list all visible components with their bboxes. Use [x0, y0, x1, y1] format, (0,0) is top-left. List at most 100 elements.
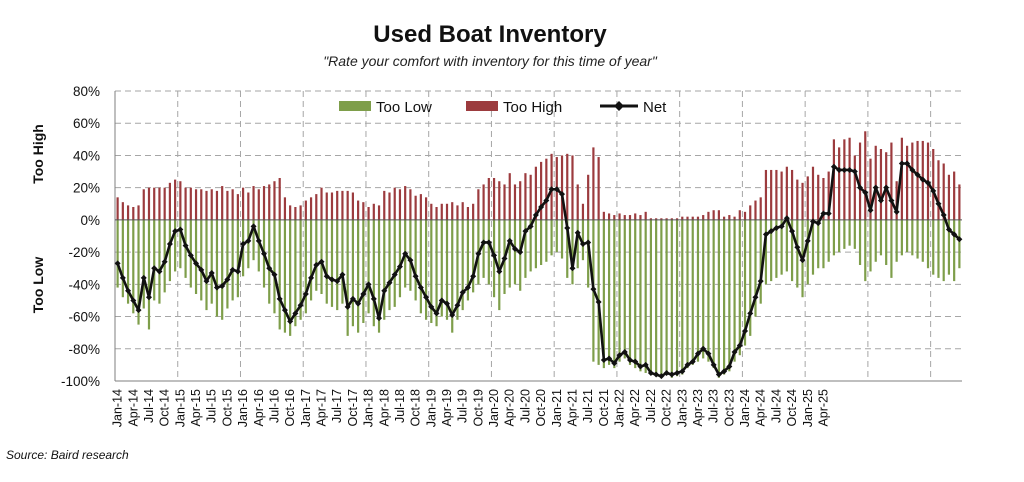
net-point [862, 189, 869, 196]
net-point [710, 361, 717, 368]
net-point [428, 303, 435, 310]
legend-marker-net [614, 101, 624, 111]
net-point [951, 231, 958, 238]
bar-too-low [194, 219, 198, 294]
legend-label-too-high: Too High [503, 99, 562, 116]
net-point [857, 184, 864, 191]
bar-too-low [466, 219, 470, 301]
bar-too-high [513, 184, 517, 220]
bar-too-low [398, 219, 402, 298]
x-tick-label: Jan-21 [550, 389, 564, 427]
bar-too-high [137, 205, 140, 220]
bar-too-high [953, 171, 956, 220]
net-point [883, 184, 890, 191]
bar-too-high [623, 215, 626, 220]
x-tick-label: Apr-14 [126, 389, 140, 427]
bar-too-high [869, 158, 872, 220]
bar-too-high [597, 157, 600, 220]
bar-too-low [806, 219, 809, 285]
y-tick-label: -20% [68, 245, 100, 260]
bar-too-low [832, 219, 836, 256]
bar-too-high [670, 218, 673, 220]
bar-too-high [775, 169, 778, 220]
x-tick-label: Oct-20 [534, 389, 548, 427]
bar-too-low [461, 219, 464, 311]
net-point [125, 287, 132, 294]
net-point [841, 166, 848, 173]
net-point [475, 250, 482, 257]
bar-too-low [142, 219, 145, 309]
bar-too-high [540, 161, 543, 220]
bar-too-low [132, 219, 135, 314]
bar-too-high [712, 210, 715, 220]
bar-too-low [309, 219, 313, 301]
bar-too-low [560, 219, 564, 259]
net-point [438, 297, 445, 304]
net-point [632, 358, 639, 365]
bar-too-low [613, 219, 616, 369]
bar-too-low [696, 219, 700, 362]
bar-too-high [174, 179, 177, 220]
net-point [135, 307, 142, 314]
net-point [224, 276, 231, 283]
bar-too-low [817, 219, 820, 269]
net-point [323, 273, 330, 280]
bar-too-high [121, 202, 124, 220]
bar-too-high [827, 171, 830, 220]
x-tick-label: Jan-25 [801, 389, 815, 427]
net-point [114, 260, 121, 267]
bar-too-high [466, 207, 470, 220]
bar-too-high [445, 203, 449, 220]
net-point [731, 349, 738, 355]
y-tick-label: -60% [68, 310, 100, 325]
net-point [820, 210, 827, 217]
net-point [794, 244, 801, 251]
bar-too-low [519, 219, 522, 291]
bar-too-low [869, 219, 872, 272]
bar-too-low [864, 219, 867, 282]
bar-too-high [262, 186, 266, 220]
bar-too-low [289, 219, 292, 336]
net-point [433, 310, 440, 317]
bar-too-high [911, 142, 914, 220]
bar-too-low [153, 219, 156, 301]
bar-too-high [874, 145, 877, 220]
net-point [778, 223, 785, 230]
bar-too-high [247, 192, 250, 220]
bar-too-low [116, 219, 119, 288]
bar-too-high [377, 205, 381, 220]
bar-too-high [388, 192, 391, 220]
bar-too-high [770, 169, 773, 220]
bar-too-high [492, 178, 496, 220]
bar-too-low [822, 219, 825, 269]
bar-too-low [723, 219, 726, 375]
bar-too-low [838, 219, 841, 253]
net-point [721, 368, 728, 375]
net-point [156, 268, 163, 275]
bar-too-high [435, 207, 438, 220]
net-point [423, 294, 430, 301]
bar-too-high [696, 216, 700, 220]
bar-too-low [764, 219, 768, 285]
x-tick-label: Oct-14 [158, 389, 172, 427]
net-point [893, 208, 900, 215]
y-label-too-low: Too Low [30, 257, 46, 314]
bar-too-low [236, 219, 239, 298]
bar-too-high [932, 149, 935, 220]
bar-too-low [681, 219, 684, 375]
net-point [736, 342, 743, 349]
bar-too-high [241, 187, 245, 220]
x-tick-label: Oct-23 [722, 389, 736, 427]
net-point [867, 207, 874, 214]
bar-too-low [634, 219, 637, 369]
bar-too-low [388, 219, 391, 311]
net-point [391, 271, 398, 278]
net-point [328, 276, 335, 283]
x-tick-label: Oct-18 [409, 389, 423, 427]
net-point [663, 369, 670, 376]
net-point [234, 268, 241, 275]
net-point [898, 160, 905, 167]
bar-too-high [257, 189, 260, 220]
bar-too-high [194, 189, 198, 220]
net-point [470, 273, 477, 280]
